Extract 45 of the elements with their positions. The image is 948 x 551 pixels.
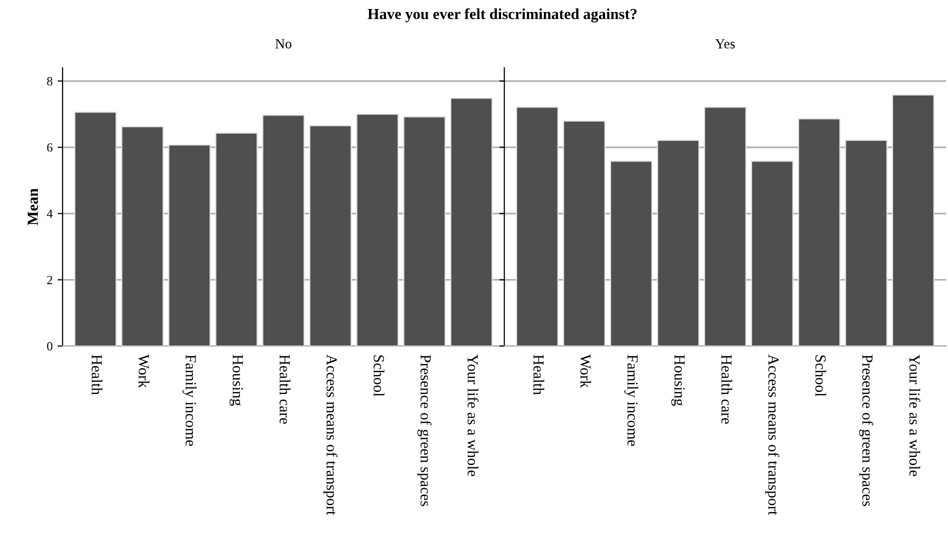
bar: [844, 140, 888, 346]
x-tick-label: Family income: [624, 354, 638, 446]
bar: [403, 116, 446, 346]
x-tick-label: Housing: [671, 354, 685, 406]
y-tick-label: 2: [47, 276, 52, 284]
y-tick-label: 4: [46, 210, 53, 218]
x-tick-label: School: [815, 355, 826, 396]
x-tick-label: Access means of transport: [765, 354, 780, 516]
x-tick-label: School: [374, 355, 384, 396]
chart-subtitle: Yes: [715, 39, 735, 48]
x-tick-label: Housing: [230, 354, 243, 406]
y-tick-label: 0: [47, 342, 52, 350]
x-tick-label: Your life as a whole: [909, 354, 920, 476]
bar: [704, 106, 746, 346]
bar: [74, 112, 117, 346]
x-tick-label: Family income: [182, 354, 196, 446]
bar: [798, 118, 840, 346]
bar: [750, 160, 794, 346]
bar: [121, 126, 164, 346]
bar: [168, 144, 211, 346]
bar: [356, 114, 399, 346]
bar: [610, 160, 652, 346]
x-tick-label: Work: [138, 354, 150, 388]
x-tick-label: Health: [92, 354, 102, 395]
x-tick-label: Work: [580, 354, 592, 388]
chart-subtitle: No: [275, 39, 292, 48]
x-tick-label: Presence of green spaces: [859, 354, 874, 506]
x-tick-label: Access means of transport: [323, 354, 338, 516]
bar: [656, 140, 700, 346]
bar: [516, 106, 558, 346]
chart-title: Have you ever felt discriminated against?: [368, 8, 637, 22]
bar: [215, 132, 258, 346]
y-tick-label: 8: [47, 77, 52, 86]
x-tick-label: Health care: [280, 354, 290, 424]
y-tick-label: 6: [47, 143, 52, 152]
bar: [892, 94, 934, 346]
x-tick-label: Your life as a whole: [468, 354, 479, 476]
x-tick-label: Health: [533, 354, 544, 395]
bar: [262, 114, 305, 346]
bar: [562, 120, 606, 346]
y-axis-title: Mean: [28, 188, 38, 226]
bar: [309, 125, 352, 346]
x-tick-label: Presence of green spaces: [417, 354, 432, 506]
x-tick-label: Health care: [721, 354, 732, 424]
bar: [450, 98, 493, 346]
